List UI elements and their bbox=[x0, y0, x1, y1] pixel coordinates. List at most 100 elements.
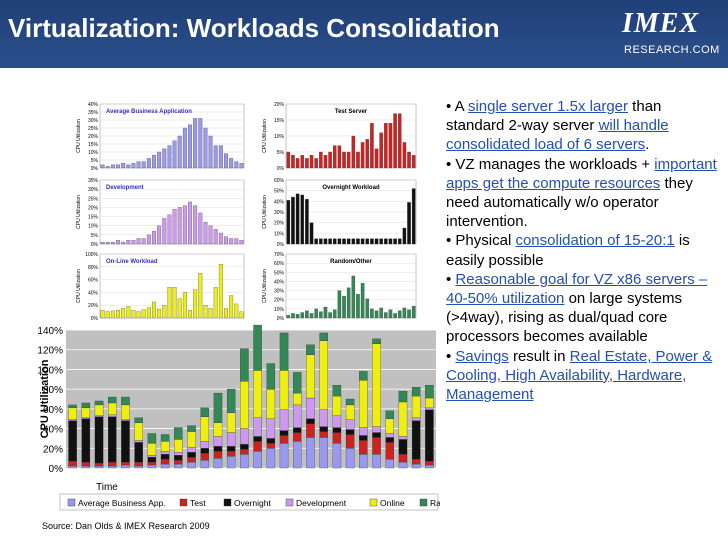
stacked-bar-segment bbox=[174, 427, 183, 440]
stacked-bar-segment bbox=[160, 458, 170, 465]
stacked-bar-segment bbox=[319, 437, 328, 469]
bar bbox=[300, 155, 305, 169]
bar bbox=[105, 166, 110, 169]
stacked-bar-segment bbox=[345, 404, 355, 420]
bar bbox=[229, 238, 234, 245]
bullet-link[interactable]: important apps get the compute resources bbox=[446, 155, 717, 192]
bar bbox=[157, 308, 162, 319]
bar bbox=[314, 308, 318, 319]
bar bbox=[323, 306, 328, 319]
bar bbox=[126, 240, 131, 245]
bullet-link[interactable]: Real Estate, Power & Cooling, High Avail… bbox=[446, 347, 713, 404]
stacked-bar-segment bbox=[359, 380, 368, 428]
stacked-bar-segment bbox=[266, 438, 276, 444]
bullet-link[interactable]: consolidation of 15-20:1 bbox=[515, 232, 675, 250]
stacked-bar-segment bbox=[306, 437, 315, 469]
bullet-text: on large systems (>4way), rising as dual… bbox=[446, 290, 682, 346]
bar bbox=[234, 303, 239, 319]
stacked-bar-segment bbox=[174, 439, 183, 453]
y-tick-label: 60% bbox=[43, 405, 63, 416]
x-axis-label: Time bbox=[96, 482, 118, 493]
stacked-bar-segment bbox=[398, 454, 408, 463]
bar bbox=[370, 238, 374, 245]
stacked-bar-segment bbox=[345, 434, 355, 449]
bar bbox=[152, 231, 156, 245]
stacked-bar-segment bbox=[174, 459, 183, 465]
bar bbox=[319, 311, 323, 319]
stacked-bar-segment bbox=[108, 402, 117, 415]
stacked-bar-segment bbox=[398, 461, 408, 469]
chart-title: On-Line Workload bbox=[106, 259, 158, 265]
bar bbox=[116, 310, 120, 319]
bar bbox=[229, 295, 234, 319]
y-tick-label: 20% bbox=[88, 205, 99, 211]
stacked-bar-segment bbox=[226, 446, 236, 452]
bar bbox=[167, 287, 172, 319]
stacked-bar-segment bbox=[174, 463, 183, 469]
stacked-bar-segment bbox=[266, 388, 276, 419]
bar bbox=[100, 164, 105, 169]
stacked-bar-segment bbox=[411, 463, 421, 469]
imex-logo: IMEX RESEARCH.COM bbox=[604, 6, 722, 62]
stacked-bar-segment bbox=[226, 412, 236, 433]
stacked-bar-segment bbox=[226, 388, 236, 413]
stacked-bar-segment bbox=[253, 370, 262, 418]
bar bbox=[332, 145, 337, 169]
bar bbox=[314, 238, 318, 245]
stacked-bar-segment bbox=[411, 458, 421, 465]
legend-swatch bbox=[369, 498, 378, 507]
bar bbox=[402, 307, 407, 319]
bar bbox=[407, 151, 411, 169]
stacked-bar-segment bbox=[332, 385, 342, 397]
bullet-link[interactable]: Reasonable goal for VZ x86 servers – 40-… bbox=[446, 270, 708, 308]
stacked-bar-segment bbox=[108, 416, 117, 463]
bar bbox=[291, 313, 295, 319]
bar bbox=[121, 163, 126, 169]
bar bbox=[141, 238, 146, 245]
stacked-bar-segment bbox=[147, 461, 157, 466]
bar bbox=[291, 196, 295, 245]
bar bbox=[167, 145, 172, 169]
bullet-item: • Physical consolidation of 15-20:1 is e… bbox=[446, 231, 722, 269]
stacked-bar-segment bbox=[187, 457, 196, 463]
y-tick-label: 15% bbox=[88, 215, 99, 221]
y-tick-label: 80% bbox=[88, 265, 99, 271]
bar bbox=[295, 314, 300, 319]
bar bbox=[234, 161, 239, 169]
bar bbox=[384, 312, 388, 319]
bar bbox=[388, 238, 393, 245]
stacked-bar-segment bbox=[411, 417, 421, 421]
stacked-bar-segment bbox=[94, 404, 104, 416]
bar bbox=[351, 135, 356, 169]
bar bbox=[213, 287, 218, 319]
bar bbox=[126, 164, 131, 169]
stacked-bar-segment bbox=[187, 425, 196, 432]
stacked-bar-segment bbox=[213, 392, 223, 423]
y-tick-label: 50% bbox=[274, 270, 285, 276]
y-tick-label: 10% bbox=[274, 134, 285, 140]
chart-online-workload: 0% 20% 40% 60% 80% 100% CPU Utilization On-Line… bbox=[72, 250, 248, 322]
stacked-bar-segment bbox=[108, 396, 117, 404]
bullet-link[interactable]: will handle consolidated load of 6 serve… bbox=[446, 117, 669, 154]
bar bbox=[193, 205, 198, 245]
y-tick-label: 0% bbox=[91, 316, 99, 322]
bullet-link[interactable]: single server 1.5x larger bbox=[467, 98, 629, 115]
bar bbox=[365, 298, 370, 319]
chart-title: Test Server bbox=[335, 109, 368, 115]
y-tick-label: 10% bbox=[274, 307, 285, 313]
y-tick-label: 10% bbox=[88, 224, 99, 230]
legend-label: Online bbox=[380, 498, 405, 508]
bar bbox=[126, 306, 131, 319]
stacked-bar-segment bbox=[293, 427, 302, 433]
chart-overnight-workload: 0% 10% 20% 30% 40% 50% 60% CPU Utilization Overn… bbox=[258, 176, 420, 248]
bar bbox=[384, 123, 388, 169]
bar bbox=[218, 145, 223, 169]
bullet-link[interactable]: Savings bbox=[455, 347, 509, 365]
bar bbox=[146, 234, 151, 245]
y-tick-label: 20% bbox=[88, 134, 99, 140]
stacked-bar-segment bbox=[121, 420, 130, 463]
bar bbox=[337, 290, 342, 319]
bar bbox=[328, 312, 332, 319]
bar bbox=[370, 123, 374, 169]
stacked-bar-segment bbox=[147, 433, 157, 444]
